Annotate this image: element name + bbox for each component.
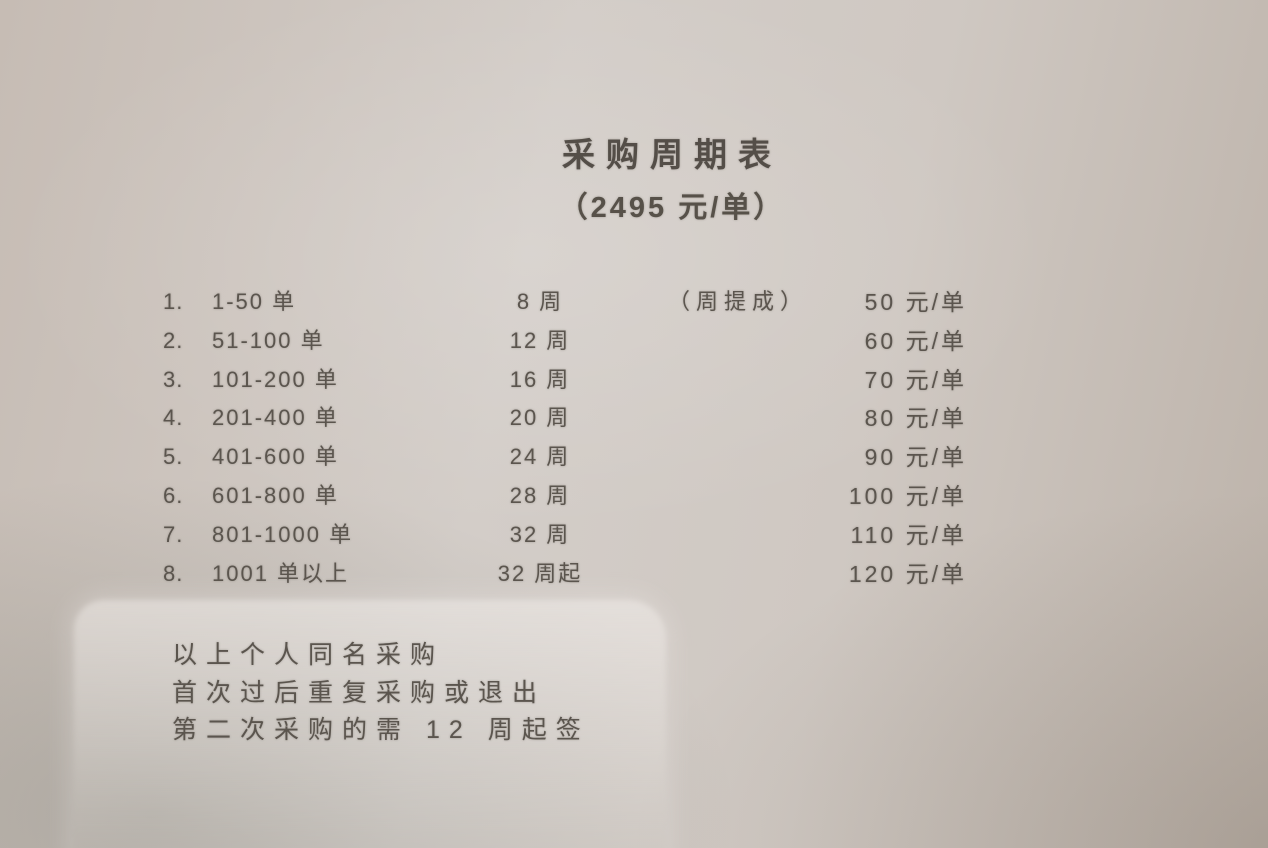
table-row: 3. 101-200 单 16 周 70 元/单	[163, 361, 967, 400]
commission-label: （周提成）	[668, 289, 809, 314]
row-number: 2.	[163, 327, 184, 353]
cycle-weeks: 24 周	[509, 444, 571, 470]
order-range: 1-50 单	[212, 289, 297, 314]
order-range: 401-600 单	[212, 444, 339, 470]
commission-rate: 80 元/单	[864, 405, 967, 432]
order-range: 801-1000 单	[212, 521, 354, 547]
order-range: 51-100 单	[212, 327, 325, 353]
order-range: 101-200 单	[212, 366, 339, 392]
commission-rate: 60 元/单	[864, 327, 967, 354]
row-number: 5.	[163, 444, 184, 470]
order-range: 1001 单以上	[212, 560, 350, 586]
row-number: 4.	[163, 405, 184, 431]
table-row: 1. 1-50 单 8 周 （周提成） 50 元/单	[163, 283, 967, 322]
cycle-weeks: 32 周起	[497, 560, 583, 586]
table-row: 8. 1001 单以上 32 周起 120 元/单	[163, 555, 967, 594]
commission-rate: 70 元/单	[864, 366, 967, 393]
commission-rate: 90 元/单	[864, 444, 967, 471]
cycle-weeks: 8 周	[516, 289, 564, 314]
footnote-line: 以上个人同名采购	[172, 641, 445, 669]
commission-rate: 100 元/单	[848, 482, 967, 509]
table-row: 6. 601-800 单 28 周 100 元/单	[163, 477, 967, 516]
cycle-weeks: 20 周	[509, 405, 571, 431]
cycle-weeks: 28 周	[509, 482, 571, 508]
title-block: 采购周期表 （2495 元/单）	[372, 128, 972, 226]
light-patch	[74, 600, 666, 848]
table-row: 7. 801-1000 单 32 周 110 元/单	[163, 516, 967, 555]
page-subtitle: （2495 元/单）	[558, 192, 786, 224]
order-range: 601-800 单	[212, 482, 339, 508]
table-row: 4. 201-400 单 20 周 80 元/单	[163, 399, 967, 438]
commission-rate: 110 元/单	[850, 521, 967, 548]
footnotes: 以上个人同名采购 首次过后重复采购或退出 第二次采购的需 12 周起签	[172, 637, 590, 750]
order-range: 201-400 单	[212, 405, 339, 431]
row-number: 1.	[163, 289, 184, 314]
row-number: 8.	[163, 560, 184, 586]
page-title: 采购周期表	[562, 136, 782, 173]
commission-rate: 50 元/单	[864, 289, 967, 315]
row-number: 6.	[163, 482, 184, 508]
footnote-line: 第二次采购的需 12 周起签	[172, 716, 590, 744]
commission-rate: 120 元/单	[848, 560, 967, 587]
row-number: 3.	[163, 366, 184, 392]
cycle-weeks: 32 周	[509, 521, 571, 547]
footnote-line: 首次过后重复采购或退出	[172, 678, 547, 707]
cycle-table: 1. 1-50 单 8 周 （周提成） 50 元/单 2. 51-100 单 12 …	[163, 283, 967, 593]
cycle-weeks: 12 周	[509, 327, 571, 353]
table-row: 5. 401-600 单 24 周 90 元/单	[163, 438, 967, 477]
row-number: 7.	[163, 521, 184, 547]
table-row: 2. 51-100 单 12 周 60 元/单	[163, 322, 967, 361]
cycle-weeks: 16 周	[509, 366, 571, 392]
